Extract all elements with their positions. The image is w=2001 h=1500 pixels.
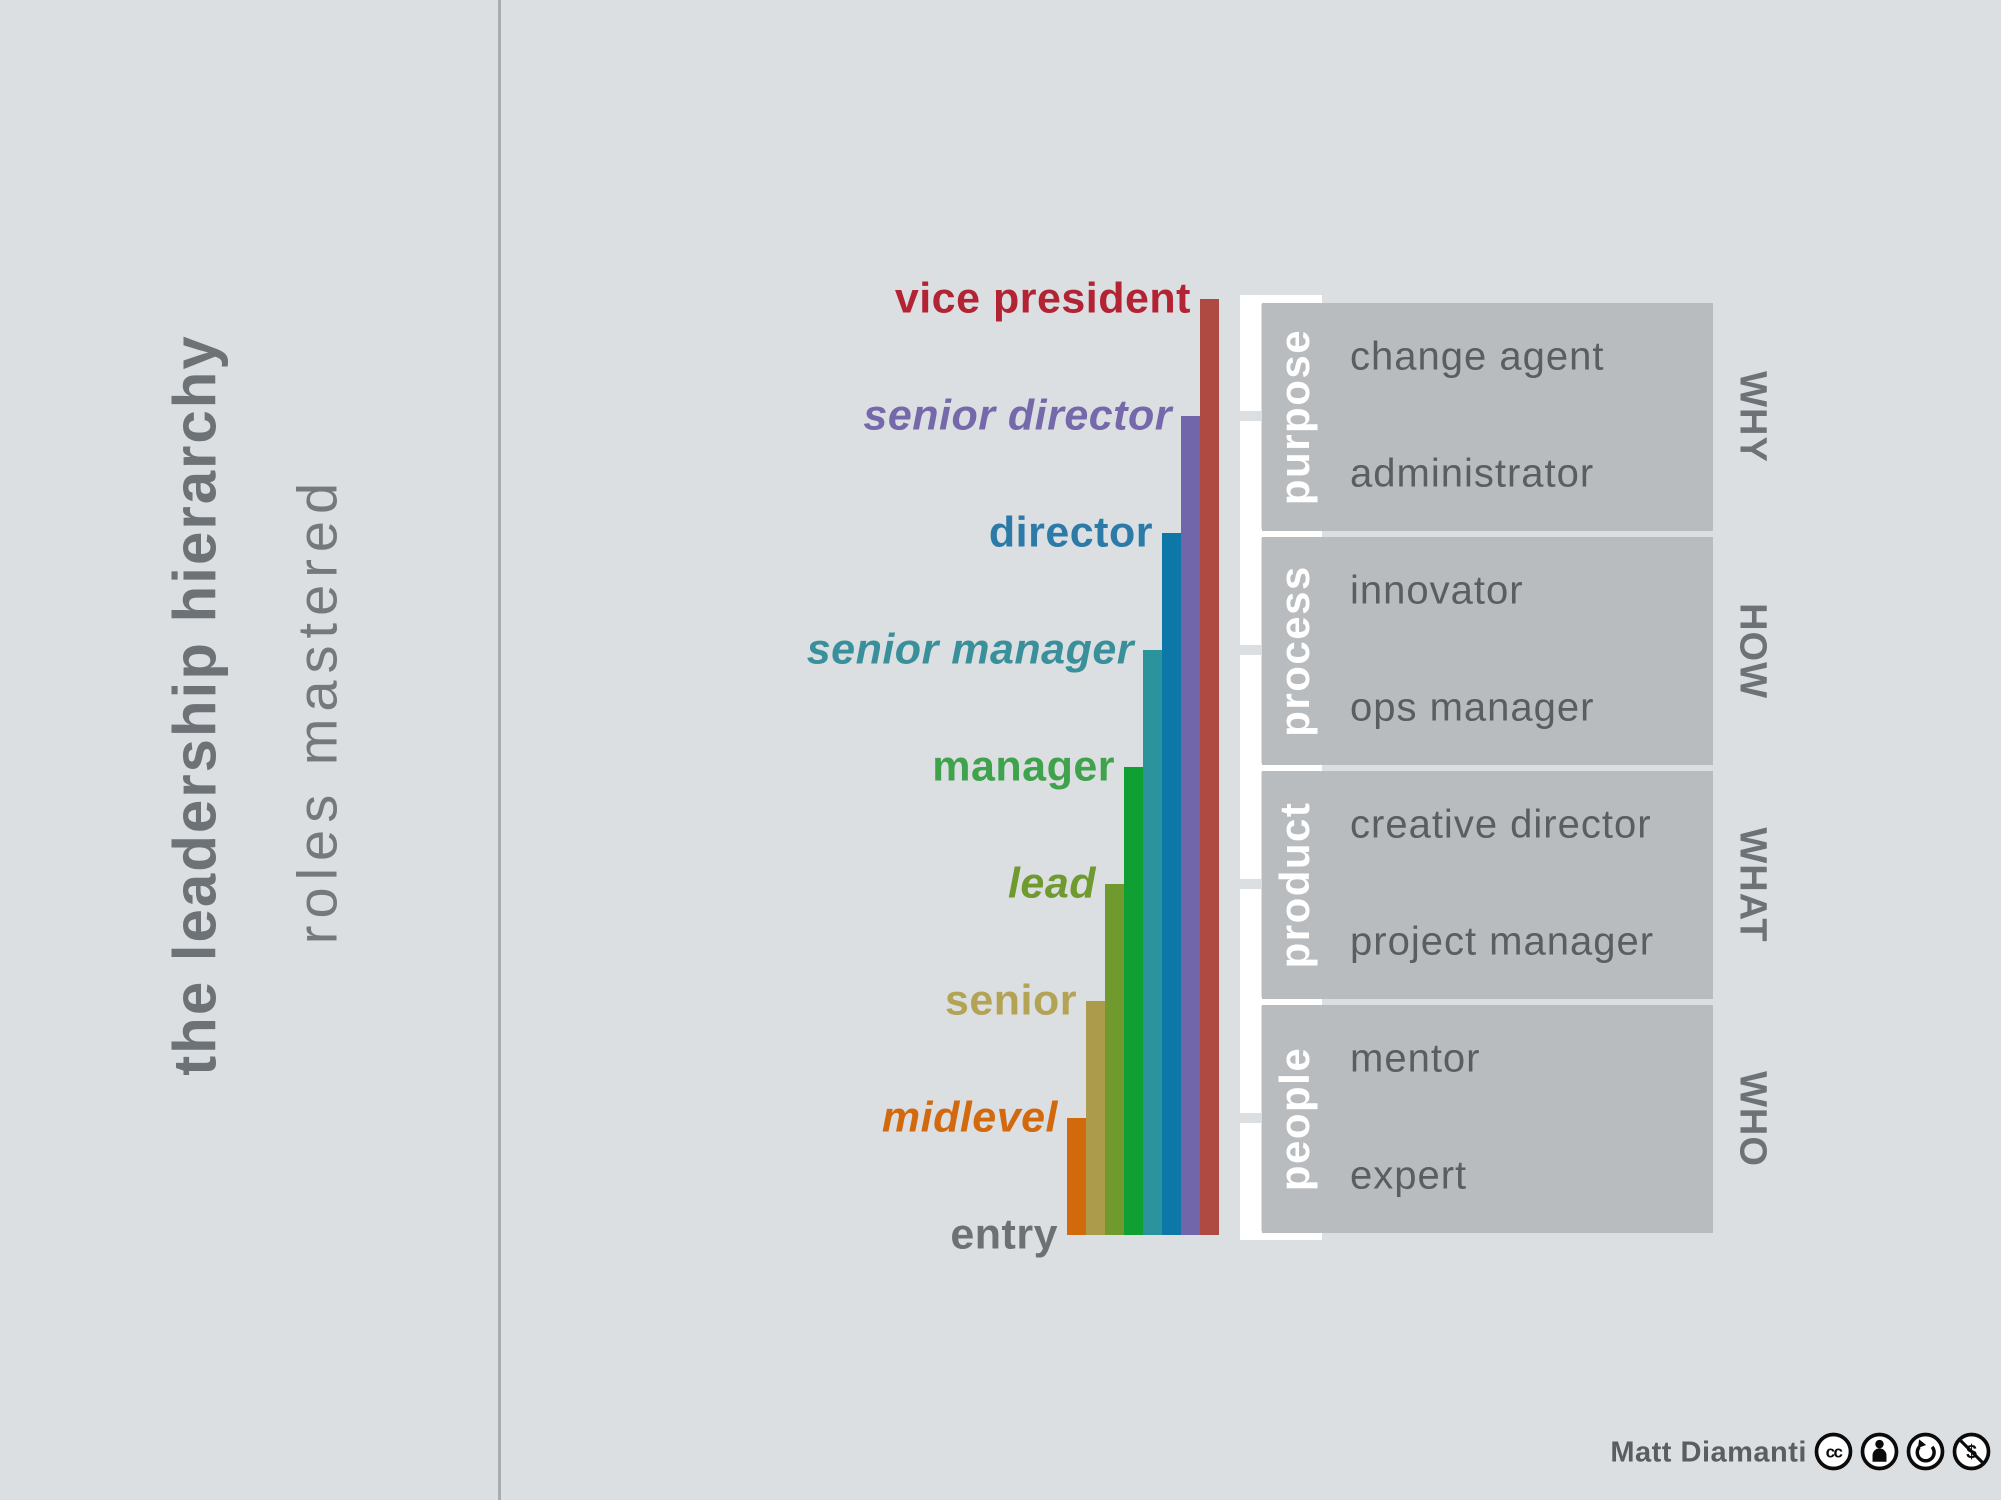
quadrant-question-why: WHY <box>1731 371 1774 463</box>
quadrant-role: expert <box>1350 1153 1468 1198</box>
quadrant-box-people <box>1262 1005 1713 1233</box>
quadrant-box-product <box>1262 771 1713 999</box>
level-label-senior-director: senior director <box>863 391 1172 440</box>
bracket-tick <box>1240 1231 1322 1240</box>
level-label-vice-president: vice president <box>894 274 1191 323</box>
bar-director <box>1162 533 1181 1235</box>
bracket-tick <box>1240 997 1322 1006</box>
quadrant-role: change agent <box>1350 334 1605 379</box>
quadrant-role: innovator <box>1350 568 1524 613</box>
quadrant-category-process: process <box>1271 565 1318 737</box>
quadrant-box-process <box>1262 537 1713 765</box>
bar-midlevel <box>1067 1118 1086 1235</box>
quadrant-role: ops manager <box>1350 685 1595 730</box>
quadrant-role: project manager <box>1350 919 1655 964</box>
cc-icon: cc <box>1814 1432 1853 1471</box>
level-label-director: director <box>988 508 1153 557</box>
bracket-spine-segment <box>1240 295 1261 411</box>
level-label-senior: senior <box>944 976 1077 1025</box>
svg-text:cc: cc <box>1826 1443 1843 1462</box>
bracket-spine-segment <box>1240 421 1261 645</box>
attribution-text: Matt Diamanti <box>1610 1436 1807 1469</box>
quadrant-role: administrator <box>1350 451 1595 496</box>
cc-nc-no-dollar-icon: $ <box>1952 1432 1991 1471</box>
bar-senior <box>1086 1001 1105 1235</box>
bar-senior-manager <box>1143 650 1162 1235</box>
bracket-spine-segment <box>1240 655 1261 879</box>
quadrant-question-how: HOW <box>1731 603 1774 699</box>
level-label-lead: lead <box>1007 859 1096 908</box>
license-icon-row: cc $ <box>1813 1431 1992 1472</box>
page-title: the leadership hierarchy <box>161 334 229 1076</box>
bar-senior-director <box>1181 416 1200 1235</box>
bar-vice-president <box>1200 299 1219 1235</box>
quadrant-question-who: WHO <box>1731 1071 1774 1167</box>
bracket-spine-segment <box>1240 889 1261 1113</box>
level-label-entry: entry <box>950 1210 1058 1259</box>
quadrant-question-what: WHAT <box>1731 827 1774 943</box>
level-label-manager: manager <box>932 742 1115 791</box>
page-subtitle: roles mastered <box>285 475 349 945</box>
quadrant-category-people: people <box>1271 1046 1318 1192</box>
quadrant-role: mentor <box>1350 1036 1481 1081</box>
cc-by-person-icon <box>1860 1432 1899 1471</box>
bracket-spine-segment <box>1240 1123 1261 1240</box>
panel-divider-line <box>498 0 501 1500</box>
cc-sa-share-alike-icon <box>1906 1432 1945 1471</box>
quadrant-category-purpose: purpose <box>1271 328 1318 506</box>
bracket-tick <box>1240 763 1322 772</box>
quadrant-category-product: product <box>1271 801 1318 969</box>
level-label-senior-manager: senior manager <box>806 625 1134 674</box>
bracket-tick <box>1240 295 1322 304</box>
bar-manager <box>1124 767 1143 1235</box>
quadrant-box-purpose <box>1262 303 1713 531</box>
bar-lead <box>1105 884 1124 1235</box>
quadrant-role: creative director <box>1350 802 1652 847</box>
bracket-tick <box>1240 529 1322 538</box>
level-label-midlevel: midlevel <box>881 1093 1058 1142</box>
